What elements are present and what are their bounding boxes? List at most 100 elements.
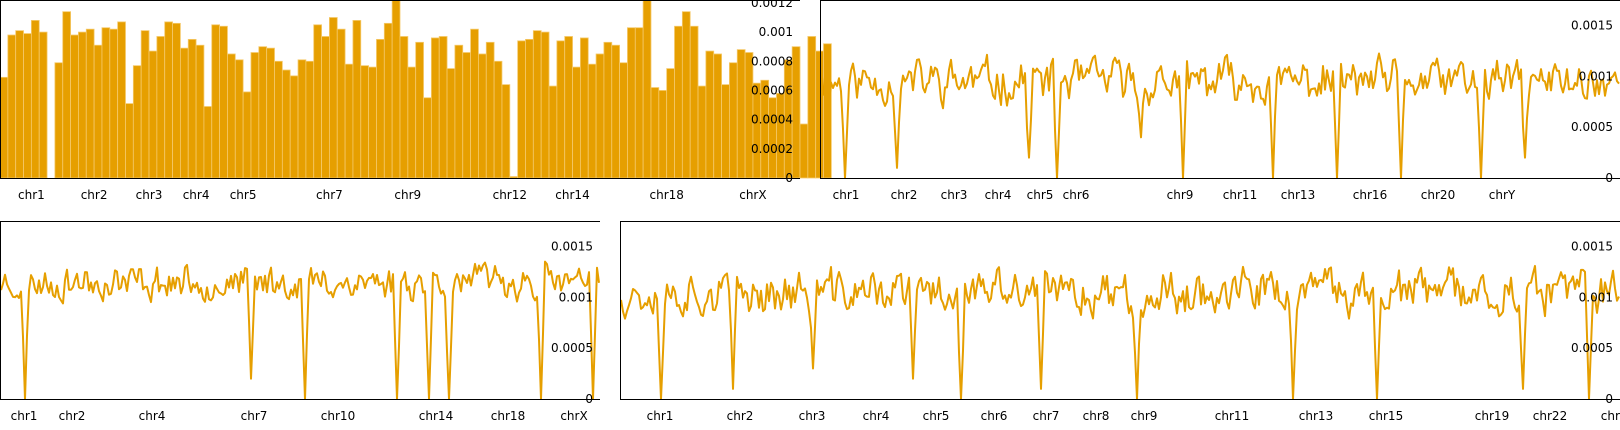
- bar: [791, 46, 801, 179]
- bar: [399, 36, 409, 179]
- bar: [281, 69, 291, 179]
- bar: [164, 21, 173, 179]
- x-tick-label: chr4: [183, 188, 210, 202]
- bar: [321, 36, 330, 179]
- y-tick-label: 0: [1605, 392, 1613, 406]
- y-tick-label: 0.001: [1579, 69, 1613, 83]
- y-tick-label: 0: [585, 392, 593, 406]
- x-tick-label: chr1: [647, 409, 674, 423]
- bar: [462, 52, 471, 179]
- bar: [313, 24, 322, 179]
- bar: [689, 25, 699, 179]
- x-tick-label: chr7: [316, 188, 343, 202]
- x-tick-label: chr3: [136, 188, 163, 202]
- bar: [799, 123, 809, 179]
- bar: [62, 11, 71, 179]
- x-tick-label: chrY: [1601, 409, 1620, 423]
- y-tick-label: 0.0005: [1571, 120, 1613, 134]
- bar: [493, 60, 503, 179]
- bar: [407, 66, 417, 179]
- y-tick-label: 0.0015: [1571, 18, 1613, 32]
- x-tick-label: chr14: [555, 188, 589, 202]
- bar: [517, 40, 526, 179]
- bar: [509, 176, 519, 179]
- y-tick-label: 0.0015: [551, 239, 593, 253]
- x-tick-label: chr1: [833, 188, 860, 202]
- bar: [454, 44, 464, 179]
- bar: [250, 52, 260, 179]
- x-tick-label: chr7: [1033, 409, 1060, 423]
- bar: [195, 44, 205, 179]
- bar: [705, 50, 715, 179]
- bar: [556, 40, 566, 179]
- x-tick-label: chr1: [18, 188, 45, 202]
- bar: [140, 30, 150, 179]
- series-line: [620, 264, 1620, 400]
- bar: [125, 103, 134, 179]
- x-tick-label: chr4: [139, 409, 166, 423]
- x-tick-label: chr2: [727, 409, 754, 423]
- x-tick-label: chr20: [1421, 188, 1455, 202]
- y-tick-label: 0: [1605, 171, 1613, 185]
- bar: [38, 31, 48, 179]
- y-tick-label: 0.0015: [1571, 239, 1613, 253]
- bar: [619, 62, 628, 179]
- x-tick-label: chr11: [1223, 188, 1257, 202]
- x-tick-label: chr2: [891, 188, 918, 202]
- bar: [148, 50, 158, 179]
- y-tick-label: 0.001: [559, 290, 593, 304]
- bar: [258, 46, 268, 179]
- series-line: [820, 52, 1620, 179]
- y-tick-label: 0.0005: [551, 341, 593, 355]
- bar: [587, 63, 597, 179]
- x-tick-label: chr5: [923, 409, 950, 423]
- bar: [658, 90, 668, 179]
- bar: [807, 36, 817, 179]
- bar: [634, 27, 644, 179]
- bar: [423, 97, 432, 179]
- bar: [70, 34, 79, 179]
- bar: [187, 38, 197, 179]
- chart-panel-bottom-left: 0 0.0005 0.001 0.0015 chr1 chr2 chr4 chr7 chr10 c…: [0, 221, 600, 423]
- bar: [274, 60, 283, 179]
- y-tick-label: 0: [785, 171, 793, 185]
- chart-panel-bottom-right: 0 0.0005 0.001 0.0015 chr1 chr2 chr3 chr4 chr5 ch…: [620, 221, 1620, 423]
- bar: [203, 106, 213, 179]
- y-tick-label: 0.0005: [1571, 341, 1613, 355]
- bar: [132, 65, 142, 179]
- bar: [603, 41, 613, 179]
- bar: [336, 28, 346, 179]
- y-tick-label: 0.0008: [751, 54, 793, 68]
- bar: [415, 41, 424, 179]
- x-tick-label: chr10: [321, 409, 355, 423]
- x-tick-label: chr4: [863, 409, 890, 423]
- bar: [446, 68, 456, 179]
- bar: [156, 36, 166, 179]
- bar: [54, 62, 64, 179]
- bar: [713, 53, 722, 179]
- bar: [532, 30, 542, 179]
- x-tick-label: chr5: [230, 188, 257, 202]
- x-tick-label: chr12: [493, 188, 527, 202]
- x-tick-label: chr5: [1027, 188, 1054, 202]
- bar: [666, 68, 675, 179]
- bar: [540, 31, 550, 179]
- bar: [234, 59, 244, 179]
- x-tick-label: chr9: [1167, 188, 1194, 202]
- chart-panel-top-right: 0 0.0005 0.001 0.0015 chr1 chr2 chr3 chr4 chr5 ch…: [820, 0, 1620, 202]
- bar: [266, 47, 275, 179]
- x-tick-label: chr13: [1299, 409, 1333, 423]
- bar: [776, 92, 785, 179]
- bar: [30, 20, 40, 179]
- y-tick-label: 0.0012: [751, 0, 793, 10]
- bar: [681, 11, 691, 179]
- x-tick-label: chr22: [1533, 409, 1567, 423]
- y-tick-label: 0.001: [1579, 290, 1613, 304]
- bar: [219, 25, 228, 179]
- y-tick-label: 0.0006: [751, 84, 793, 98]
- bar: [485, 41, 495, 179]
- bar: [227, 53, 236, 179]
- x-tick-label: chr6: [981, 409, 1008, 423]
- bar: [376, 38, 385, 179]
